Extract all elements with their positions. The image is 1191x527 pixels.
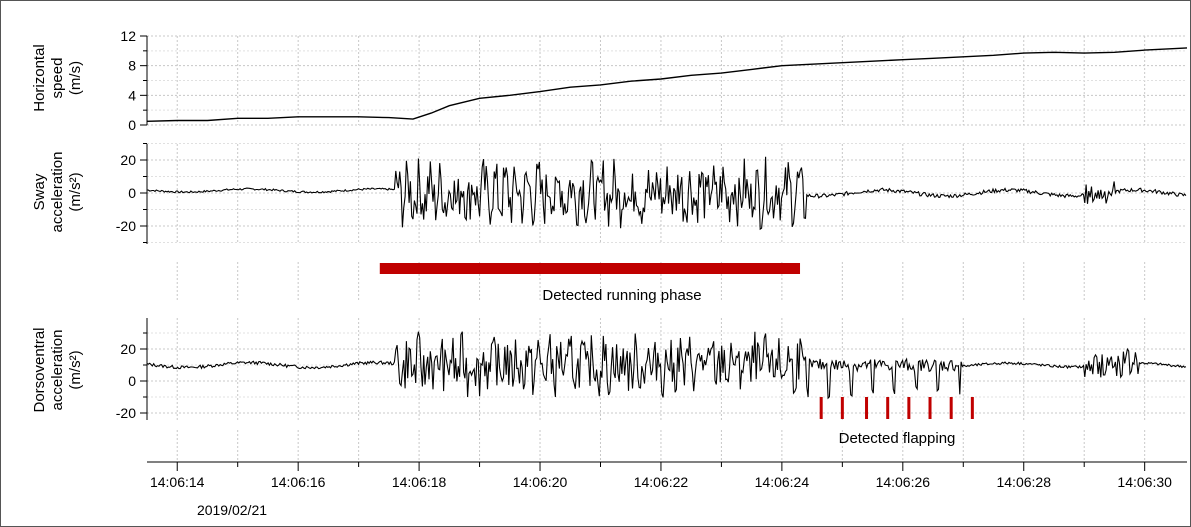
annotation-layer <box>379 263 974 419</box>
x-tick-label: 14:06:26 <box>876 474 931 490</box>
y-tick-label: 12 <box>120 28 136 44</box>
y-tick-label: -20 <box>116 405 136 421</box>
flapping-marker <box>928 397 932 419</box>
flapping-marker <box>819 397 823 419</box>
sway-series-line <box>147 156 1187 231</box>
running-phase-bar <box>379 263 801 274</box>
dorsoventral-series-line <box>146 331 1187 400</box>
data-layer <box>146 47 1188 400</box>
date-label: 2019/02/21 <box>197 502 267 518</box>
y-tick-label: 0 <box>128 117 136 133</box>
sway-ylabel-line1: Sway <box>31 173 48 210</box>
flapping-marker <box>949 397 953 419</box>
flapping-marker <box>840 397 844 419</box>
sway-ylabel-line3: (m/s²) <box>67 172 84 211</box>
speed-ylabel-line1: Horizontal <box>31 44 48 112</box>
y-tick-label: 0 <box>128 373 136 389</box>
dv-ylabel-line1: Dorsoventral <box>31 327 48 412</box>
grid-layer <box>147 35 1187 462</box>
x-tick-label: 14:06:30 <box>1117 474 1172 490</box>
flapping-marker <box>907 397 911 419</box>
x-tick-label: 14:06:28 <box>996 474 1051 490</box>
dv-ylabel-line3: (m/s²) <box>67 350 84 389</box>
x-tick-label: 14:06:16 <box>271 474 326 490</box>
y-tick-label: 20 <box>120 152 136 168</box>
speed-ylabel-line3: (m/s) <box>67 61 84 95</box>
y-tick-label: 4 <box>128 87 136 103</box>
running-phase-label: Detected running phase <box>542 287 701 304</box>
sway-ylabel-line2: acceleration <box>49 152 66 233</box>
x-tick-label: 14:06:24 <box>755 474 810 490</box>
x-tick-label: 14:06:18 <box>392 474 447 490</box>
axes-layer: 0 4 8 12 -20 0 20 -20 0 20 14:06:14 14:06:16 14:06:1… <box>116 28 1187 490</box>
dv-ylabel-line2: acceleration <box>49 330 66 411</box>
flapping-marker <box>886 397 890 419</box>
y-tick-label: 8 <box>128 58 136 74</box>
y-tick-label: 20 <box>120 341 136 357</box>
x-tick-label: 14:06:22 <box>634 474 689 490</box>
x-tick-label: 14:06:14 <box>150 474 205 490</box>
y-tick-label: 0 <box>128 185 136 201</box>
flapping-label: Detected flapping <box>839 430 956 447</box>
x-tick-label: 14:06:20 <box>513 474 568 490</box>
speed-series-line <box>146 47 1188 122</box>
flapping-marker <box>865 397 869 419</box>
y-tick-label: -20 <box>116 218 136 234</box>
speed-ylabel-line2: speed <box>49 58 66 99</box>
flapping-marker <box>970 397 974 419</box>
